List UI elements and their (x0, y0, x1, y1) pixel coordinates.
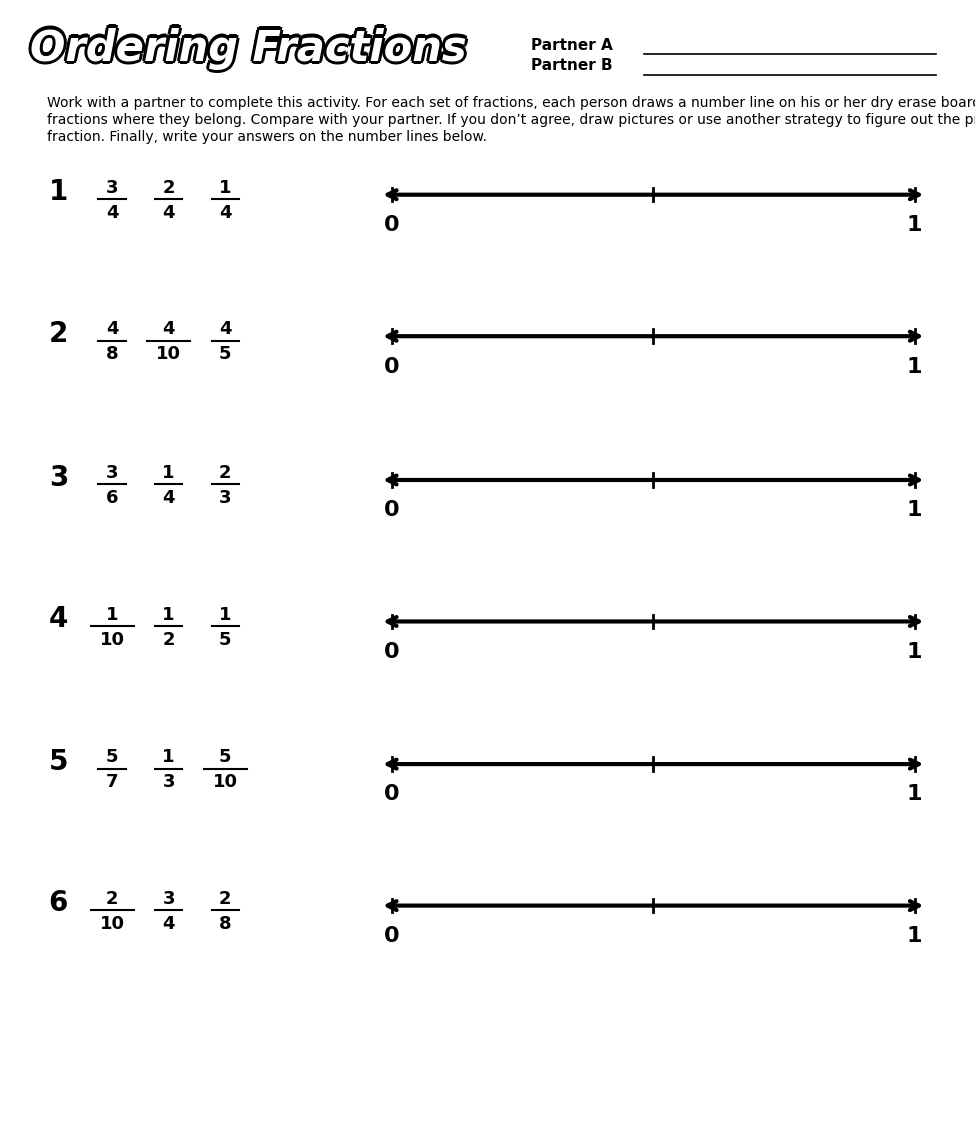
Text: Work with a partner to complete this activity. For each set of fractions, each p: Work with a partner to complete this act… (47, 96, 975, 110)
Text: Ordering Fractions: Ordering Fractions (30, 27, 467, 70)
Text: 2: 2 (49, 320, 68, 348)
Text: 0: 0 (384, 500, 400, 521)
Text: 1: 1 (219, 606, 231, 624)
Text: 4: 4 (163, 320, 175, 338)
Text: 2: 2 (219, 464, 231, 482)
Text: 5: 5 (219, 345, 231, 363)
Text: 2: 2 (106, 890, 118, 908)
Text: 8: 8 (219, 915, 231, 933)
Text: Partner A: Partner A (531, 37, 613, 53)
Text: 4: 4 (219, 320, 231, 338)
Text: 8: 8 (106, 345, 118, 363)
Text: 0: 0 (384, 784, 400, 805)
Text: 1: 1 (49, 179, 68, 206)
Text: 3: 3 (163, 773, 175, 791)
Text: 3: 3 (106, 464, 118, 482)
Text: 1: 1 (907, 784, 922, 805)
Text: 1: 1 (907, 500, 922, 521)
Text: 5: 5 (219, 748, 231, 766)
Text: 0: 0 (384, 357, 400, 377)
Text: 5: 5 (49, 748, 68, 775)
Text: 10: 10 (156, 345, 181, 363)
Text: 1: 1 (106, 606, 118, 624)
Text: 1: 1 (907, 926, 922, 946)
Text: Partner B: Partner B (531, 58, 613, 74)
Text: Ordering Fractions: Ordering Fractions (28, 29, 465, 72)
Text: Ordering Fractions: Ordering Fractions (32, 25, 469, 68)
Text: Ordering Fractions: Ordering Fractions (33, 27, 470, 70)
Text: 1: 1 (163, 748, 175, 766)
Text: 4: 4 (163, 489, 175, 507)
Text: 0: 0 (384, 215, 400, 235)
Text: 4: 4 (49, 606, 68, 633)
Text: Ordering Fractions: Ordering Fractions (28, 25, 465, 68)
Text: fractions where they belong. Compare with your partner. If you don’t agree, draw: fractions where they belong. Compare wit… (47, 113, 975, 127)
Text: Ordering Fractions: Ordering Fractions (30, 24, 467, 67)
Text: Ordering Fractions: Ordering Fractions (30, 31, 467, 74)
Text: 1: 1 (163, 464, 175, 482)
Text: 10: 10 (213, 773, 238, 791)
Text: 1: 1 (907, 215, 922, 235)
Text: 1: 1 (219, 179, 231, 197)
Text: 1: 1 (907, 357, 922, 377)
Text: 0: 0 (384, 642, 400, 662)
Text: 10: 10 (99, 631, 125, 649)
Text: 2: 2 (219, 890, 231, 908)
Text: Ordering Fractions: Ordering Fractions (32, 29, 469, 72)
Text: 6: 6 (49, 890, 68, 917)
Text: 4: 4 (163, 915, 175, 933)
Text: 4: 4 (106, 320, 118, 338)
Text: 4: 4 (219, 204, 231, 222)
Text: 4: 4 (106, 204, 118, 222)
Text: 3: 3 (106, 179, 118, 197)
Text: 4: 4 (163, 204, 175, 222)
Text: 1: 1 (907, 642, 922, 662)
Text: 3: 3 (219, 489, 231, 507)
Text: 0: 0 (384, 926, 400, 946)
Text: 1: 1 (163, 606, 175, 624)
Text: 2: 2 (163, 179, 175, 197)
Text: 5: 5 (219, 631, 231, 649)
Text: Ordering Fractions: Ordering Fractions (27, 27, 464, 70)
Text: 5: 5 (106, 748, 118, 766)
Text: 2: 2 (163, 631, 175, 649)
Text: 3: 3 (163, 890, 175, 908)
Text: 6: 6 (106, 489, 118, 507)
Text: 7: 7 (106, 773, 118, 791)
Text: 10: 10 (99, 915, 125, 933)
Text: fraction. Finally, write your answers on the number lines below.: fraction. Finally, write your answers on… (47, 130, 487, 144)
Text: 3: 3 (49, 464, 68, 491)
